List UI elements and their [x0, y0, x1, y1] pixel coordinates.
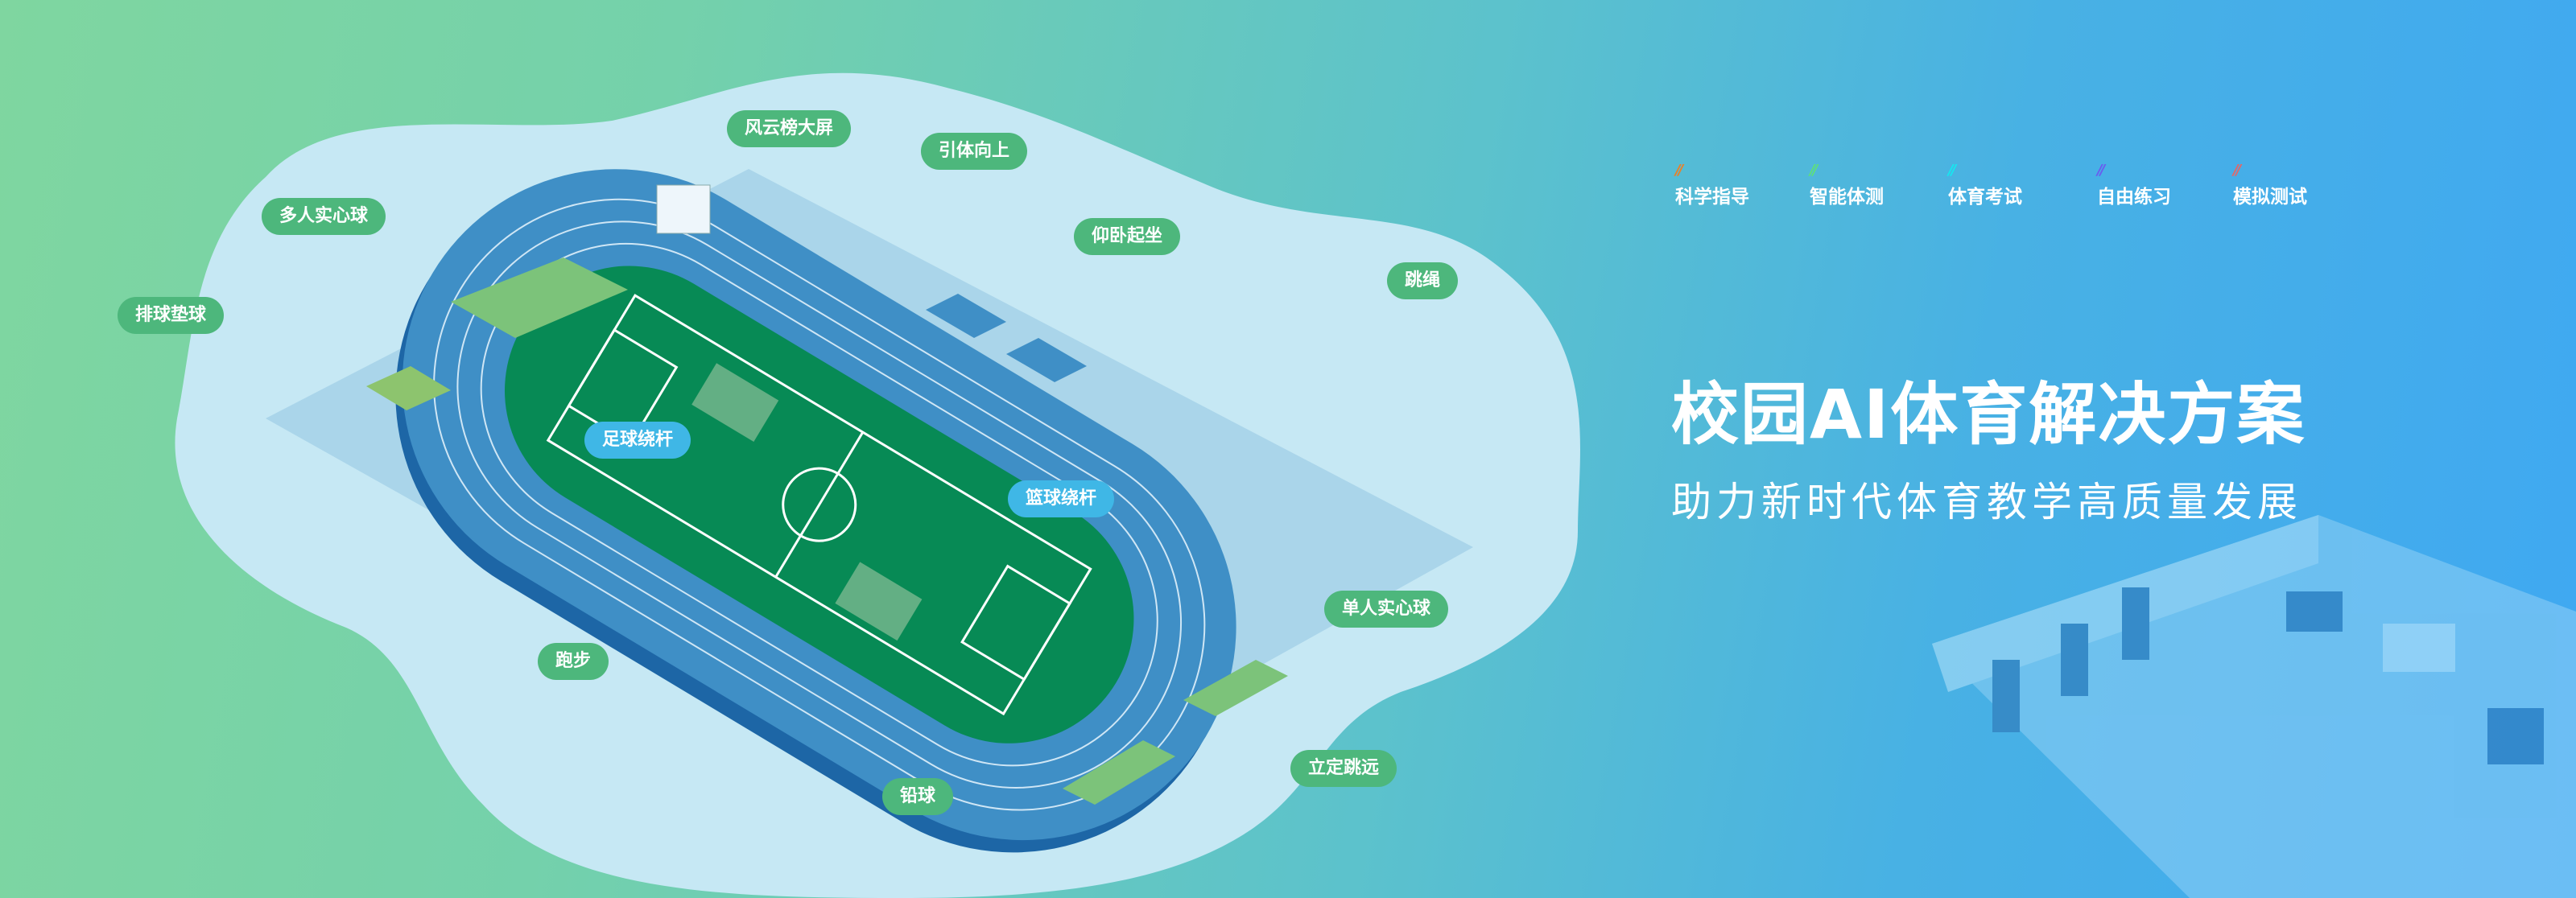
single-ball-mat	[1183, 660, 1288, 716]
situp-mat-2	[1006, 338, 1087, 382]
label-pull-up: 引体向上	[920, 133, 1028, 170]
tag-label: 自由练习	[2097, 187, 2171, 208]
tag-label: 智能体测	[1810, 187, 1884, 208]
label-volleyball: 排球垫球	[117, 297, 225, 334]
quote-mark-icon: //	[1948, 162, 1956, 179]
indoor-room-illustration	[1932, 515, 2576, 898]
tag-scientific-guidance: // 科学指导	[1675, 163, 1749, 208]
label-leaderboard-screen: 风云榜大屏	[726, 110, 852, 147]
tag-pe-exam: // 体育考试	[1948, 163, 2022, 208]
label-shot-put: 铅球	[881, 778, 954, 815]
label-sit-up: 仰卧起坐	[1073, 218, 1181, 255]
banner-title: 校园AI体育解决方案	[1671, 375, 2306, 454]
multi-ball-lane	[451, 257, 628, 338]
label-football-dribble: 足球绕杆	[584, 422, 691, 459]
label-single-medicine-ball: 单人实心球	[1323, 591, 1449, 628]
quote-mark-icon: //	[1675, 162, 1683, 179]
running-track	[395, 169, 1236, 853]
tag-label: 体育考试	[1948, 187, 2022, 208]
tag-free-practice: // 自由练习	[2097, 163, 2171, 208]
tag-mock-test: // 模拟测试	[2233, 163, 2307, 208]
banner-subtitle: 助力新时代体育教学高质量发展	[1671, 479, 2302, 525]
football-dribble-zone	[691, 363, 779, 443]
label-standing-long-jump: 立定跳远	[1290, 750, 1397, 787]
tag-label: 科学指导	[1675, 187, 1749, 208]
label-jump-rope: 跳绳	[1386, 262, 1459, 299]
quote-mark-icon: //	[2233, 162, 2241, 179]
quote-mark-icon: //	[1810, 162, 1818, 179]
volleyball-mat	[366, 366, 451, 410]
tag-label: 模拟测试	[2233, 187, 2307, 208]
basketball-dribble-zone	[835, 562, 923, 641]
long-jump-mat	[1063, 740, 1175, 805]
label-running: 跑步	[537, 643, 609, 680]
tag-smart-fitness-test: // 智能体测	[1810, 163, 1884, 208]
leaderboard-screen-icon	[656, 184, 711, 234]
label-multi-medicine-ball: 多人实心球	[261, 198, 386, 235]
label-basketball-dribble: 篮球绕杆	[1007, 480, 1115, 517]
quote-mark-icon: //	[2097, 162, 2105, 179]
situp-mat	[926, 294, 1006, 338]
